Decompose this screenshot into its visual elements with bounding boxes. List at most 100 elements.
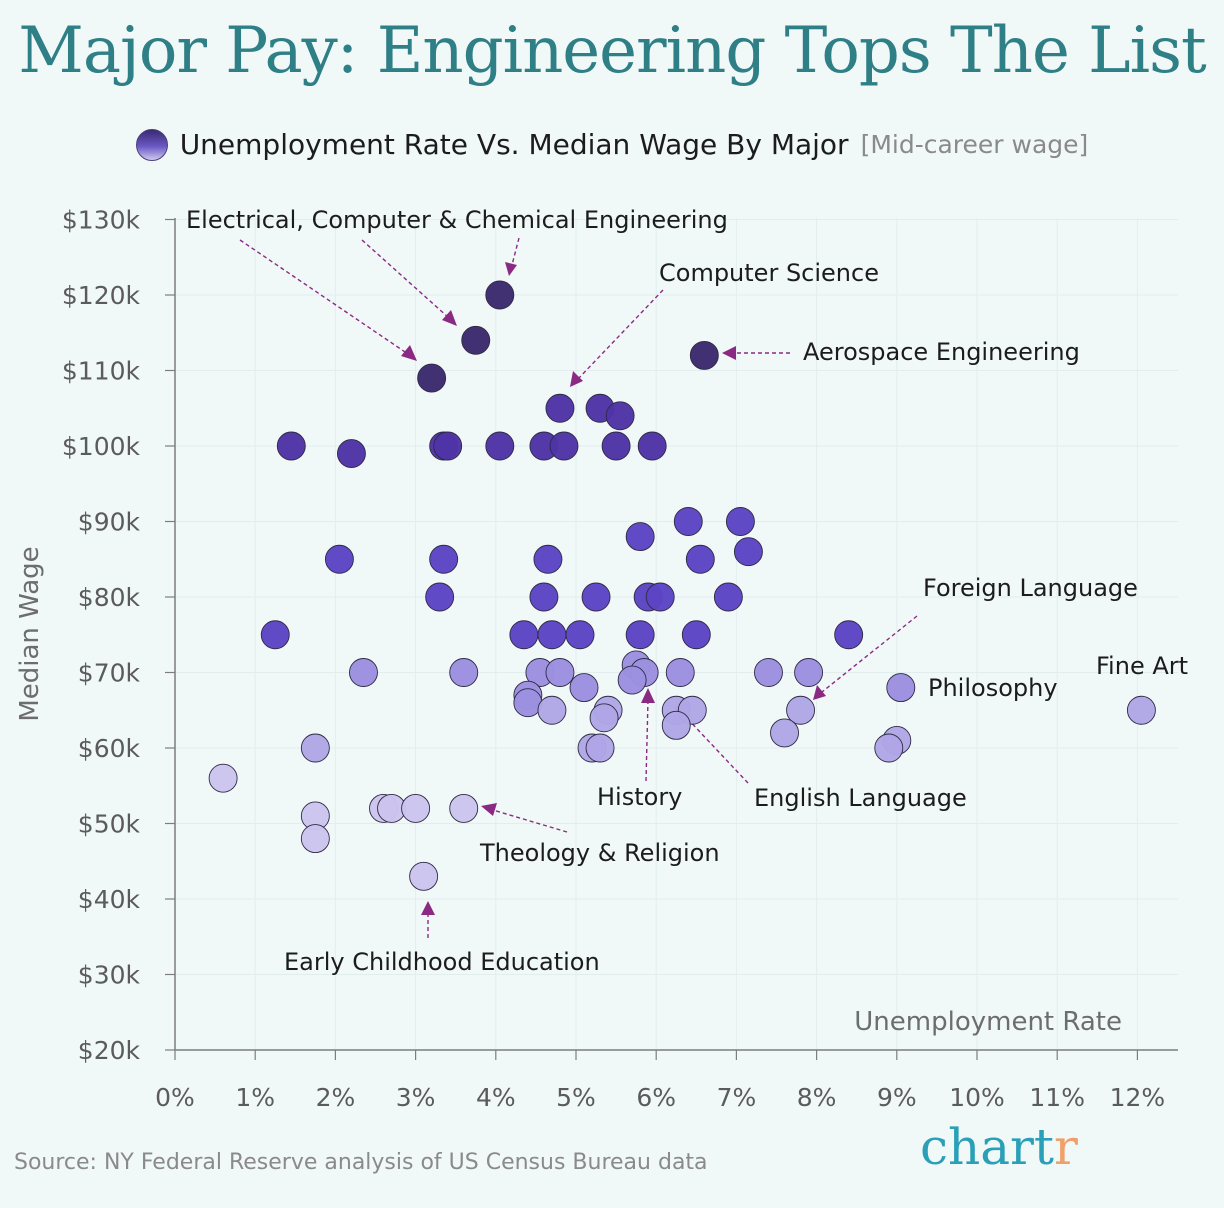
x-tick-label: 1%: [235, 1083, 275, 1112]
data-point: [637, 431, 667, 461]
data-point: [569, 673, 599, 703]
x-tick-label: 0%: [155, 1083, 195, 1112]
label-history: History: [597, 783, 682, 811]
x-tick-label: 3%: [396, 1083, 436, 1112]
data-point: [461, 325, 491, 355]
data-point: [300, 733, 330, 763]
data-point: [429, 544, 459, 574]
x-tick-label: 7%: [717, 1083, 757, 1112]
brand-accent: r: [1054, 1118, 1078, 1176]
x-tick-label: 4%: [476, 1083, 516, 1112]
arrow-eng-2-head: [442, 310, 457, 326]
y-tick-label: $100k: [62, 432, 141, 461]
data-point: [529, 582, 559, 612]
data-point: [605, 401, 635, 431]
label-philosophy: Philosophy: [928, 674, 1058, 702]
data-point: [589, 703, 619, 733]
legend: Unemployment Rate Vs. Median Wage By Maj…: [0, 128, 1224, 161]
y-tick-label: $110k: [62, 357, 141, 386]
label-computer-science: Computer Science: [659, 259, 879, 287]
label-engineering: Electrical, Computer & Chemical Engineer…: [186, 206, 728, 234]
label-early-childhood: Early Childhood Education: [284, 948, 600, 976]
x-tick-label: 11%: [1029, 1083, 1085, 1112]
data-point: [725, 507, 755, 536]
data-point: [509, 620, 539, 650]
arrow-theology: [492, 809, 568, 833]
data-point: [713, 582, 743, 612]
arrow-early-childhood-head: [421, 901, 435, 915]
legend-marker: [135, 128, 168, 161]
data-points: [208, 280, 1156, 891]
data-point: [425, 582, 455, 612]
y-tick-label: $20k: [78, 1036, 141, 1065]
arrow-foreign-head: [813, 685, 826, 700]
label-theology: Theology & Religion: [479, 839, 720, 867]
data-point: [545, 393, 575, 423]
arrow-eng-3-head: [505, 262, 517, 276]
arrow-aero-head: [722, 346, 736, 360]
data-point: [565, 620, 595, 650]
data-point: [260, 620, 290, 650]
data-point: [886, 673, 916, 703]
y-tick-label: $30k: [78, 961, 141, 990]
data-point: [645, 582, 675, 612]
data-point: [208, 763, 238, 793]
x-ticks: 0% 1% 2% 3% 4% 5% 6% 7% 8% 9% 10% 11% 12%: [155, 1050, 1165, 1112]
data-point: [336, 439, 366, 468]
label-english: English Language: [754, 784, 967, 812]
arrow-history: [645, 699, 649, 782]
y-tick-label: $130k: [62, 206, 141, 235]
x-tick-label: 8%: [797, 1083, 837, 1112]
y-tick-label: $60k: [78, 734, 141, 763]
axes: [174, 218, 1178, 1051]
x-tick-label: 10%: [949, 1083, 1005, 1112]
data-point: [485, 280, 515, 310]
data-point: [786, 695, 816, 725]
arrow-eng-1-head: [401, 345, 417, 361]
data-point: [770, 718, 799, 748]
data-point: [324, 544, 354, 574]
data-point: [733, 537, 763, 567]
x-tick-label: 2%: [316, 1083, 356, 1112]
data-point: [449, 793, 479, 823]
y-tick-label: $50k: [78, 810, 141, 839]
data-point: [433, 431, 463, 461]
label-foreign-language: Foreign Language: [923, 574, 1138, 602]
y-tick-label: $40k: [78, 885, 141, 914]
label-aerospace: Aerospace Engineering: [803, 338, 1080, 366]
data-point: [874, 733, 904, 763]
data-point: [673, 507, 703, 536]
data-point: [537, 620, 567, 650]
data-point: [349, 658, 378, 687]
data-point: [533, 544, 563, 574]
x-tick-label: 9%: [877, 1083, 917, 1112]
arrow-eng-3: [511, 237, 520, 266]
data-point: [665, 658, 695, 687]
arrow-eng-1: [239, 239, 409, 355]
data-point: [625, 522, 655, 552]
arrow-english: [683, 714, 749, 784]
arrow-eng-2: [361, 239, 450, 319]
data-point: [545, 658, 575, 687]
x-tick-label: 6%: [636, 1083, 676, 1112]
x-tick-label: 5%: [556, 1083, 596, 1112]
y-tick-label: $120k: [62, 281, 141, 310]
data-point: [276, 431, 306, 461]
data-point: [401, 793, 431, 823]
x-tick-label: 12%: [1110, 1083, 1166, 1112]
data-point: [585, 733, 615, 763]
data-point: [689, 340, 719, 370]
arrow-foreign: [821, 615, 918, 693]
data-point: [617, 665, 647, 695]
label-fine-art: Fine Art: [1096, 652, 1188, 680]
data-point: [549, 431, 579, 461]
arrow-cs-head: [570, 371, 583, 387]
y-tick-label: $70k: [78, 659, 141, 688]
annotation-labels: Electrical, Computer & Chemical Engineer…: [186, 206, 1188, 976]
data-point: [449, 658, 479, 687]
legend-label: Unemployment Rate Vs. Median Wage By Maj…: [179, 128, 849, 161]
brand-logo: chartr: [920, 1118, 1078, 1176]
data-point: [794, 658, 824, 687]
data-point: [754, 658, 783, 687]
